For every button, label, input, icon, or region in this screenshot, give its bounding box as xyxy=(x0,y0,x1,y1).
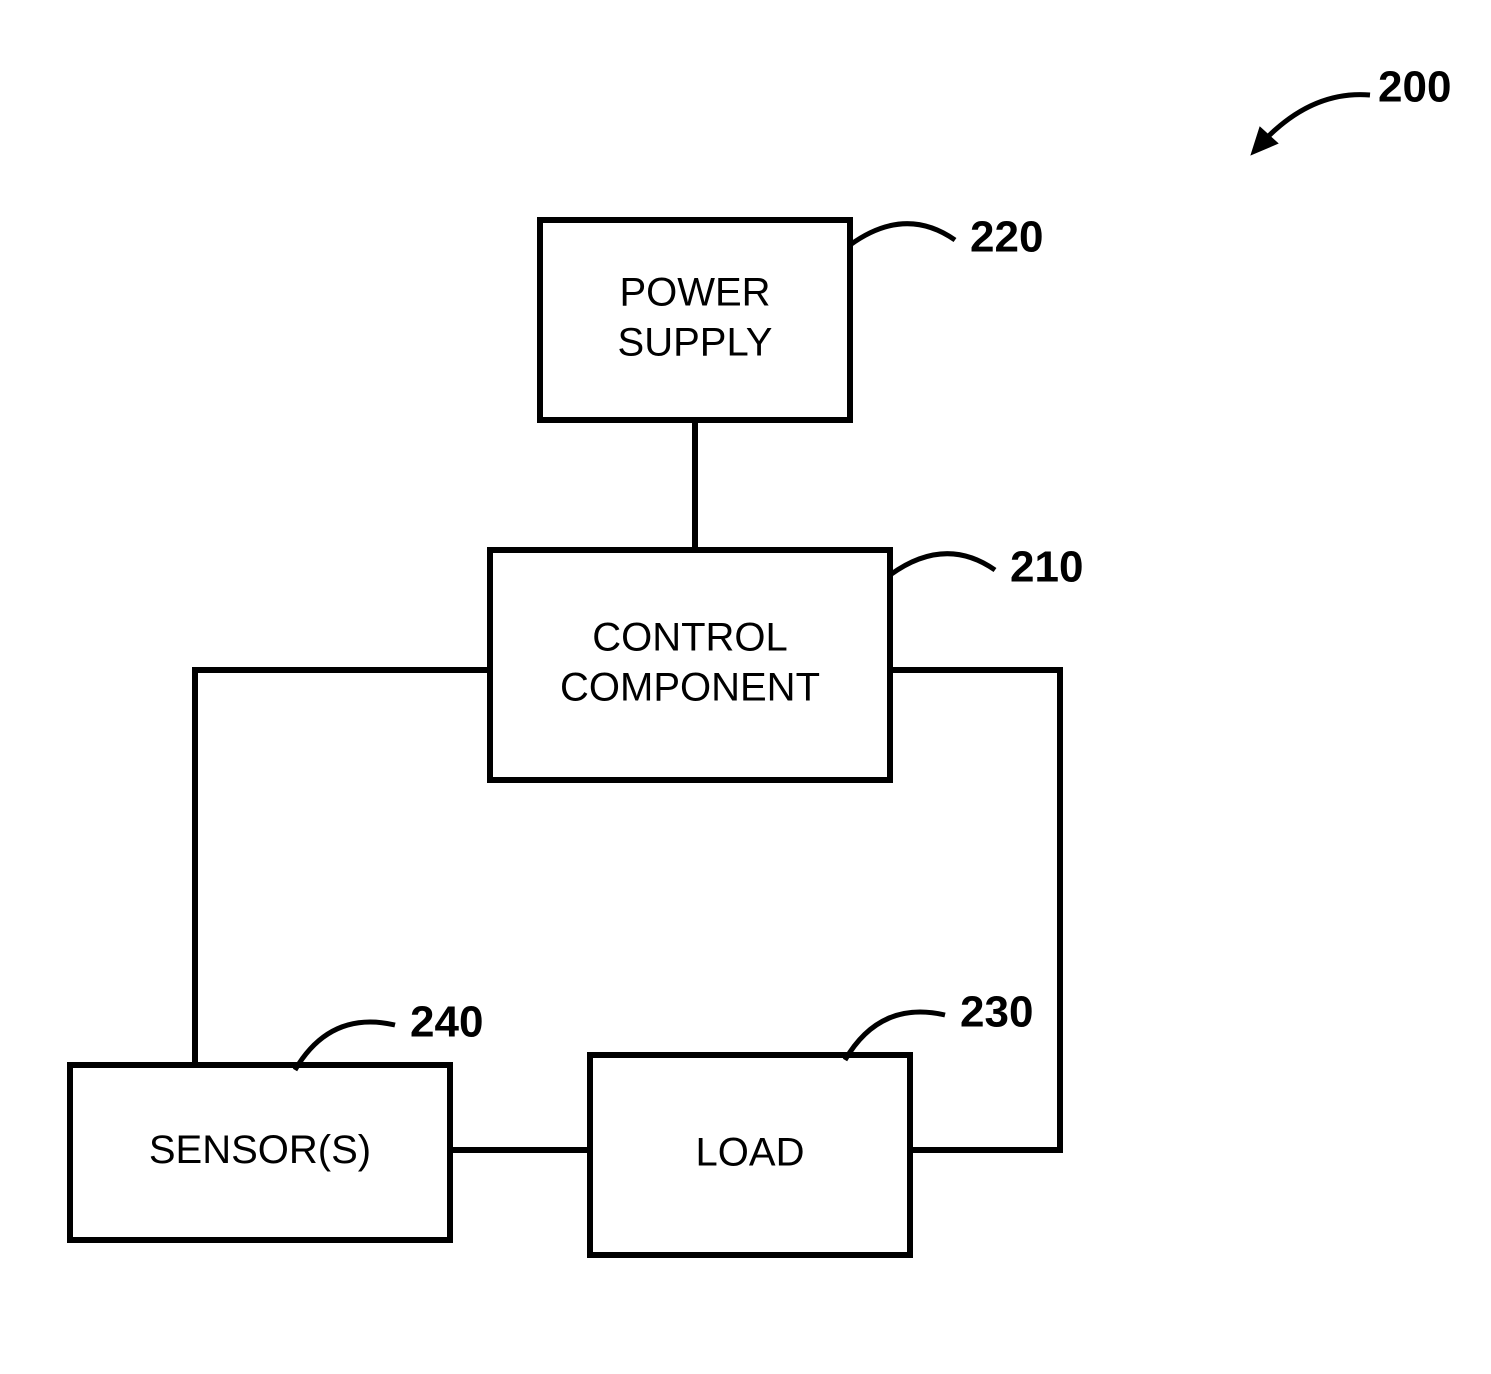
node-sensors: SENSOR(S) 240 xyxy=(70,998,483,1240)
node-load-label-line-0: LOAD xyxy=(696,1131,805,1175)
figure-ref: 200 xyxy=(1251,63,1451,155)
figure-ref-label: 200 xyxy=(1378,63,1451,112)
node-control_component: CONTROL COMPONENT 210 xyxy=(490,543,1083,780)
node-power_supply-label-line-1: SUPPLY xyxy=(618,321,773,365)
node-power_supply-label-line-0: POWER xyxy=(619,271,770,315)
ref-power_supply: 220 xyxy=(970,213,1043,262)
ref-sensors: 240 xyxy=(410,998,483,1047)
ref-control_component: 210 xyxy=(1010,543,1083,592)
node-sensors-label-line-0: SENSOR(S) xyxy=(149,1128,371,1172)
node-control_component-label-line-0: CONTROL xyxy=(592,616,788,660)
connector-control_component-load xyxy=(890,670,1060,1150)
ref-load: 230 xyxy=(960,988,1033,1037)
node-load: LOAD 230 xyxy=(590,988,1033,1255)
leader-power_supply xyxy=(850,224,955,245)
node-control_component-label-line-1: COMPONENT xyxy=(560,666,820,710)
node-power_supply: POWER SUPPLY 220 xyxy=(540,213,1043,420)
figure-ref-arrow-shaft xyxy=(1260,95,1370,145)
leader-control_component xyxy=(890,554,995,575)
